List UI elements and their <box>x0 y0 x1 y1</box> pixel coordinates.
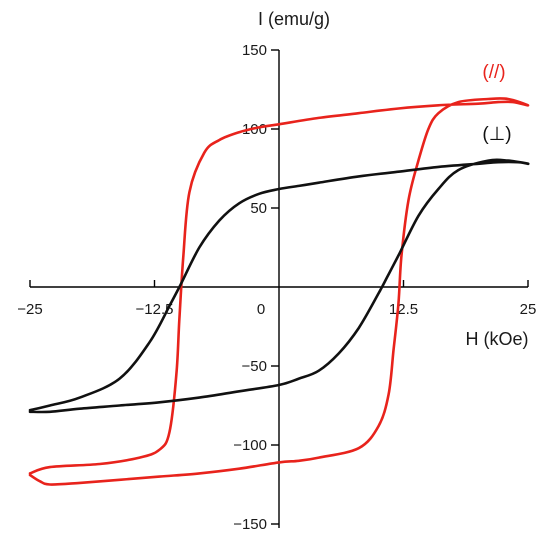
x-tick-label: 12.5 <box>389 301 418 318</box>
series-line-parallel <box>28 97 530 486</box>
x-tick-label: 0 <box>257 301 265 318</box>
x-tick-label: 25 <box>520 301 537 318</box>
x-axis-title: H (kOe) <box>466 329 529 349</box>
x-tick-label: −25 <box>17 301 42 318</box>
curves <box>28 97 530 486</box>
y-tick-label: 50 <box>250 200 267 217</box>
y-tick-label: −100 <box>233 437 267 454</box>
y-tick-label: 150 <box>242 42 267 59</box>
y-axis-title: I (emu/g) <box>258 9 330 29</box>
series-label-parallel: (//) <box>482 62 505 83</box>
y-tick-label: −150 <box>233 516 267 533</box>
series-line-perpendicular <box>28 158 530 414</box>
labels: I (emu/g) H (kOe) (//) (⊥) <box>258 9 529 349</box>
series-label-perpendicular: (⊥) <box>482 124 511 145</box>
y-tick-label: −50 <box>242 358 267 375</box>
